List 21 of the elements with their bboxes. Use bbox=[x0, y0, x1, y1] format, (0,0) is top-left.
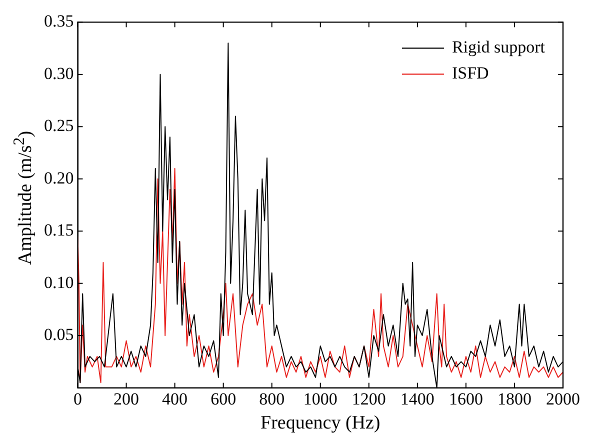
x-tick-label: 1400 bbox=[400, 389, 434, 408]
x-tick-label: 0 bbox=[74, 389, 82, 408]
x-tick-label: 1800 bbox=[497, 389, 532, 408]
legend-label: ISFD bbox=[452, 64, 489, 83]
y-tick-label: 0.30 bbox=[44, 64, 74, 83]
x-tick-label: 1000 bbox=[303, 389, 338, 408]
x-tick-label: 2000 bbox=[546, 389, 580, 408]
legend-label: Rigid support bbox=[452, 38, 546, 57]
x-tick-label: 800 bbox=[259, 389, 285, 408]
y-tick-label: 0.35 bbox=[44, 12, 74, 31]
x-tick-label: 400 bbox=[162, 389, 188, 408]
x-tick-label: 1600 bbox=[448, 389, 483, 408]
y-tick-label: 0.10 bbox=[44, 272, 74, 292]
y-tick-label: 0.25 bbox=[44, 116, 74, 136]
y-tick-label: 0.05 bbox=[44, 325, 74, 344]
y-tick-label: 0.20 bbox=[44, 168, 74, 188]
y-tick-label: 0.15 bbox=[44, 220, 74, 240]
x-tick-label: 1200 bbox=[352, 389, 386, 408]
x-tick-label: 200 bbox=[114, 389, 140, 408]
x-tick-label: 600 bbox=[210, 389, 236, 408]
x-axis-title: Frequency (Hz) bbox=[260, 412, 380, 434]
